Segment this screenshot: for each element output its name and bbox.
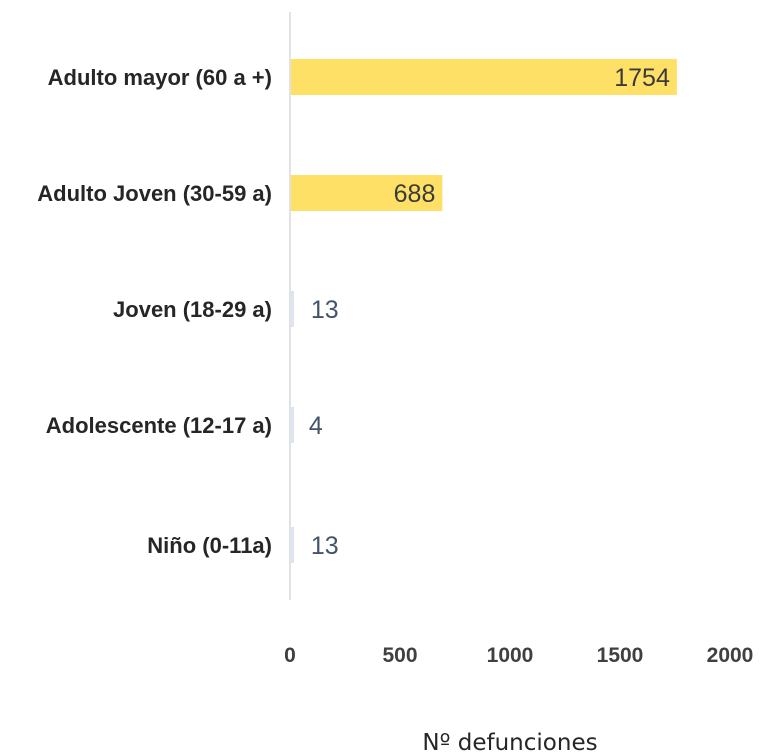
bars-group [291,59,677,563]
x-tick-label: 0 [284,644,296,667]
category-label: Adulto mayor (60 a +) [48,65,272,90]
data-label: 688 [394,180,436,208]
data-label: 1754 [614,64,670,92]
bar [291,175,443,211]
x-axis-label: Nº defunciones [422,730,597,754]
x-tick-label: 2000 [707,644,754,667]
category-label: Niño (0-11a) [147,533,272,558]
data-label: 13 [311,296,339,324]
category-label: Adolescente (12-17 a) [46,413,272,438]
x-tick-label: 1000 [487,644,534,667]
data-label: 4 [309,412,323,440]
bar [291,291,294,327]
bar [291,407,294,443]
x-tick-labels: 0 500 1000 1500 2000 [284,644,753,667]
category-labels: Adulto mayor (60 a +) Adulto Joven (30-59… [37,65,272,558]
bar [291,527,294,563]
bar [291,59,677,95]
data-labels: 1754 688 13 4 13 [309,64,670,560]
data-label: 13 [311,532,339,560]
x-tick-label: 500 [382,644,417,667]
category-label: Adulto Joven (30-59 a) [37,181,272,206]
category-label: Joven (18-29 a) [113,297,272,322]
x-tick-label: 1500 [597,644,644,667]
